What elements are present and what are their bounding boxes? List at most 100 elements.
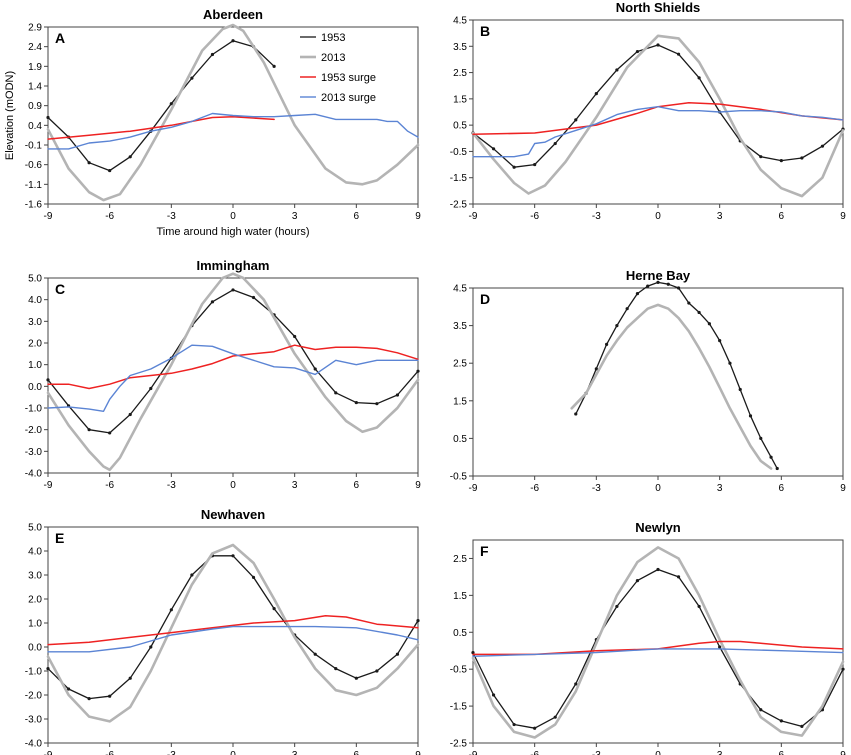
data-point-1953 bbox=[108, 694, 112, 698]
x-tick-label: 6 bbox=[354, 211, 360, 222]
y-tick-label: 3.0 bbox=[28, 571, 42, 582]
series-line-1953-surge bbox=[47, 344, 419, 390]
data-point-1953 bbox=[272, 607, 276, 611]
y-tick-label: -1.0 bbox=[25, 667, 43, 678]
data-point-1953 bbox=[334, 391, 338, 395]
data-point-1953 bbox=[354, 676, 358, 680]
panel-b: -2.5 -1.5 -0.5 0.5 1.5 2.5 3.5 4.5 -9 -6 -3 0 3 6 9 Nor… bbox=[450, 0, 846, 222]
x-tick-label: 0 bbox=[655, 483, 661, 494]
x-tick-label: -9 bbox=[44, 480, 53, 491]
data-point-1953 bbox=[697, 604, 701, 609]
data-point-1953 bbox=[594, 92, 598, 96]
y-tick-label: 4.5 bbox=[453, 16, 467, 27]
y-tick-label: 3.0 bbox=[28, 317, 42, 328]
data-point-1953 bbox=[779, 719, 783, 723]
data-point-1953 bbox=[615, 324, 619, 328]
legend-label-2013: 2013 bbox=[321, 52, 345, 64]
data-point-1953 bbox=[149, 386, 153, 391]
data-point-1953 bbox=[615, 604, 619, 609]
panel-a: -1.6 -1.1 -0.6 -0.1 0.4 0.9 1.4 1.9 2.4 2.9 -9 -6 -3… bbox=[4, 7, 421, 238]
series-line-2013-surge bbox=[47, 112, 419, 150]
data-point-1953 bbox=[169, 608, 173, 612]
x-tick-label: -3 bbox=[167, 750, 176, 755]
y-tick-label: 1.5 bbox=[453, 94, 467, 105]
data-point-1953 bbox=[128, 676, 132, 680]
panel-title: Aberdeen bbox=[203, 7, 263, 22]
y-tick-label: -0.5 bbox=[450, 665, 468, 676]
data-point-1953 bbox=[676, 575, 681, 579]
data-point-1953 bbox=[251, 575, 256, 580]
y-tick-label: -1.6 bbox=[25, 200, 43, 211]
plot-frame bbox=[472, 19, 844, 205]
data-point-1953 bbox=[46, 115, 50, 120]
x-tick-label: 9 bbox=[415, 750, 421, 755]
y-axis-label: Elevation (mODN) bbox=[4, 71, 16, 160]
data-point-1953 bbox=[251, 295, 256, 300]
data-point-1953 bbox=[820, 144, 825, 148]
data-point-1953 bbox=[108, 168, 112, 173]
series-line-2013-surge bbox=[472, 105, 844, 158]
data-point-1953 bbox=[66, 687, 71, 691]
y-tick-label: -1.5 bbox=[450, 173, 468, 184]
y-tick-label: -1.0 bbox=[25, 404, 43, 415]
y-tick-label: -1.5 bbox=[450, 702, 468, 713]
x-tick-label: -3 bbox=[592, 483, 601, 494]
data-point-1953 bbox=[395, 393, 400, 397]
data-point-1953 bbox=[748, 414, 753, 418]
y-tick-label: 0.0 bbox=[28, 382, 42, 393]
y-tick-label: 4.0 bbox=[28, 295, 42, 306]
y-tick-label: 1.9 bbox=[28, 62, 42, 73]
panel-letter: D bbox=[480, 291, 490, 307]
y-tick-label: -0.6 bbox=[25, 160, 43, 171]
y-tick-label: -1.1 bbox=[25, 180, 43, 191]
x-tick-label: 0 bbox=[230, 750, 236, 755]
panel-c: -4.0 -3.0 -2.0 -1.0 0.0 1.0 2.0 3.0 4.0 5.0 -9 -6 -3… bbox=[25, 258, 421, 491]
data-point-1953 bbox=[416, 619, 420, 623]
legend-label-2013-surge: 2013 surge bbox=[321, 92, 376, 104]
data-point-1953 bbox=[574, 412, 578, 416]
x-tick-label: -9 bbox=[469, 750, 478, 755]
data-point-1953 bbox=[615, 68, 619, 72]
data-point-1953 bbox=[775, 466, 779, 471]
x-tick-label: 9 bbox=[415, 480, 421, 491]
x-tick-label: 0 bbox=[655, 750, 661, 755]
legend-label-1953-surge: 1953 surge bbox=[321, 72, 376, 84]
x-tick-label: 6 bbox=[779, 211, 785, 222]
series-line-2013 bbox=[46, 272, 420, 472]
data-point-1953 bbox=[491, 693, 496, 697]
y-tick-label: -2.5 bbox=[450, 739, 468, 750]
data-point-1953 bbox=[800, 156, 804, 160]
x-tick-label: 9 bbox=[840, 211, 846, 222]
y-tick-label: -0.1 bbox=[25, 141, 43, 152]
data-point-1953 bbox=[759, 436, 763, 440]
data-point-1953 bbox=[87, 428, 91, 432]
y-tick-label: 1.4 bbox=[28, 82, 42, 93]
x-tick-label: 9 bbox=[415, 211, 421, 222]
data-point-1953 bbox=[841, 667, 845, 671]
data-point-1953 bbox=[313, 367, 317, 371]
data-point-1953 bbox=[512, 165, 516, 169]
data-point-1953 bbox=[231, 554, 235, 558]
x-tick-label: -6 bbox=[530, 211, 539, 222]
series-line-2013 bbox=[471, 34, 845, 198]
data-point-1953 bbox=[491, 147, 496, 151]
y-tick-label: 0.5 bbox=[453, 121, 467, 132]
x-axis-label: Time around high water (hours) bbox=[156, 226, 309, 238]
y-tick-label: -3.0 bbox=[25, 447, 43, 458]
data-point-1953 bbox=[210, 300, 215, 304]
plot-frame bbox=[472, 287, 844, 477]
series-line-1953-surge bbox=[472, 102, 844, 136]
x-tick-label: 3 bbox=[292, 211, 298, 222]
series-line-1953-surge bbox=[47, 115, 275, 140]
series-line-2013 bbox=[46, 23, 420, 202]
y-tick-label: -2.0 bbox=[25, 425, 43, 436]
y-tick-label: 4.0 bbox=[28, 547, 42, 558]
data-point-1953 bbox=[676, 286, 681, 290]
data-point-1953 bbox=[87, 161, 91, 165]
data-point-1953 bbox=[46, 378, 50, 382]
x-tick-label: 3 bbox=[717, 211, 723, 222]
y-tick-label: 2.0 bbox=[28, 339, 42, 350]
y-tick-label: 5.0 bbox=[28, 274, 42, 285]
data-point-1953 bbox=[533, 162, 537, 167]
x-tick-label: -3 bbox=[167, 480, 176, 491]
